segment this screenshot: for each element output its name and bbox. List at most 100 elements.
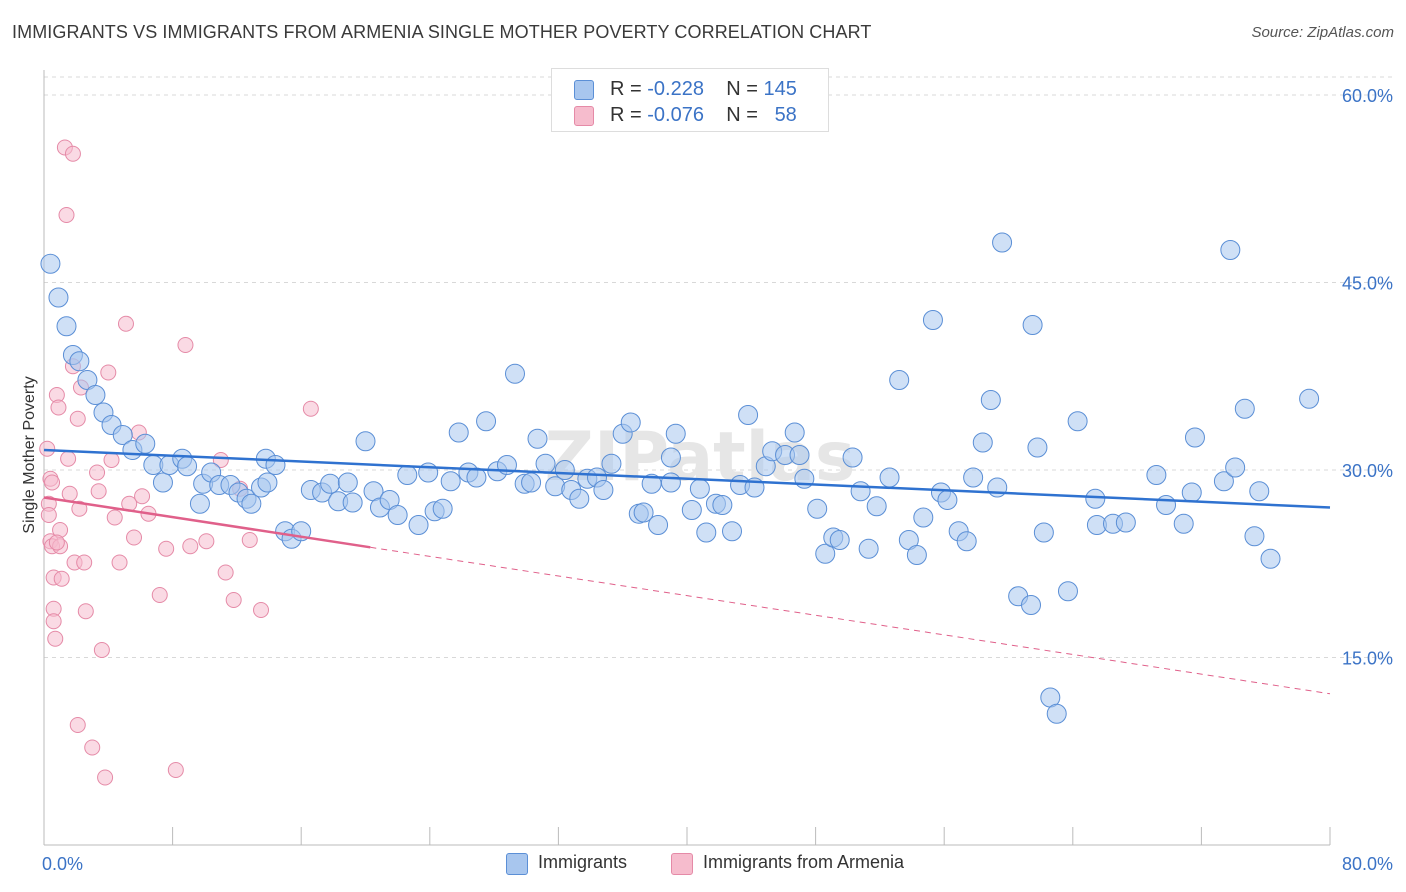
source-label: Source: ZipAtlas.com (1251, 24, 1394, 41)
armenia-point (58, 207, 75, 223)
armenia-point (182, 538, 199, 555)
armenia-point (40, 507, 57, 523)
x-tick-label: 80.0% (1342, 854, 1393, 874)
armenia-point (302, 400, 319, 417)
immigrants-point (397, 465, 418, 485)
immigrants-point (648, 515, 669, 535)
legend-label: Immigrants from Armenia (703, 852, 905, 872)
armenia-point (61, 485, 78, 502)
immigrants-point (408, 515, 429, 535)
immigrants-point (135, 433, 156, 454)
armenia-point (134, 488, 151, 505)
immigrants-point (789, 445, 810, 465)
immigrants-point (1249, 481, 1270, 502)
armenia-point (100, 364, 117, 381)
immigrants-point (879, 467, 900, 488)
legend-swatch-blue (574, 80, 594, 100)
armenia-point (84, 739, 101, 756)
armenia-point (225, 592, 242, 608)
immigrants-point (1146, 465, 1167, 485)
armenia-point (253, 602, 270, 618)
immigrants-point (807, 498, 828, 519)
immigrants-point (189, 493, 210, 514)
armenia-point (106, 509, 123, 526)
immigrants-point (815, 543, 836, 564)
armenia-point (212, 452, 229, 468)
immigrants-point (466, 467, 487, 488)
immigrants-point (906, 545, 927, 565)
immigrants-point (601, 453, 622, 474)
armenia-trend-line (43, 496, 371, 549)
immigrants-point (665, 423, 686, 444)
immigrants-point (1156, 495, 1177, 515)
armenia-point (64, 145, 81, 162)
armenia-point (69, 410, 86, 427)
chart-title: IMMIGRANTS VS IMMIGRANTS FROM ARMENIA SI… (12, 22, 872, 42)
immigrants-point (85, 385, 106, 405)
immigrants-point (738, 405, 759, 425)
immigrants-point (504, 363, 525, 384)
immigrants-point (521, 472, 542, 493)
immigrants-point (922, 310, 943, 330)
legend-r-value: -0.076 (647, 104, 704, 126)
immigrants-point (850, 481, 871, 502)
immigrants-point (858, 538, 879, 559)
armenia-point (97, 769, 114, 786)
armenia-point (48, 534, 65, 551)
immigrants-point (660, 447, 681, 468)
armenia-point (69, 717, 86, 733)
armenia-point (50, 399, 67, 416)
x-tick-label: 0.0% (42, 854, 83, 874)
y-tick-label: 60.0% (1342, 86, 1393, 106)
armenia-point (77, 603, 94, 620)
legend-r-label: R = (610, 104, 642, 126)
armenia-point (111, 554, 128, 571)
immigrants-point (1234, 398, 1255, 419)
immigrants-point (257, 472, 278, 493)
immigrants-point (152, 472, 173, 493)
immigrants-point (972, 432, 993, 453)
immigrants-point (1115, 512, 1136, 533)
immigrants-point (337, 472, 358, 493)
armenia-point (53, 570, 70, 587)
immigrants-point (784, 422, 805, 443)
legend-r-value: -0.228 (647, 78, 704, 100)
legend-n-label: N = (726, 104, 758, 126)
armenia-points (39, 139, 319, 786)
immigrants-points (40, 232, 1320, 724)
immigrants-point (1220, 240, 1241, 260)
trend-lines (43, 448, 1331, 695)
armenia-point (76, 554, 93, 571)
axes (43, 70, 1331, 846)
immigrants-point (342, 492, 363, 513)
immigrants-trend-line (43, 448, 1331, 509)
immigrants-point (633, 502, 654, 523)
armenia-point (217, 564, 234, 581)
immigrants-point (660, 472, 681, 493)
immigrants-point (889, 370, 910, 390)
immigrants-point (842, 447, 863, 468)
armenia-point (39, 440, 56, 457)
immigrants-point (48, 287, 69, 308)
immigrants-point (1225, 457, 1246, 478)
immigrants-point (1057, 581, 1078, 602)
armenia-point (158, 540, 175, 557)
armenia-point (90, 483, 107, 500)
immigrants-point (992, 232, 1013, 253)
legend-r-label: R = (610, 78, 642, 100)
armenia-point (60, 450, 77, 467)
immigrants-point (722, 521, 743, 542)
immigrants-point (1213, 471, 1234, 492)
immigrants-point (554, 460, 575, 480)
immigrants-point (1181, 482, 1202, 503)
immigrants-point (1299, 388, 1320, 409)
immigrants-point (1067, 411, 1088, 432)
immigrants-point (69, 351, 90, 372)
immigrants-point (1022, 315, 1043, 335)
immigrants-point (112, 425, 133, 445)
immigrants-point (829, 530, 850, 550)
y-tick-label: 30.0% (1342, 461, 1393, 481)
immigrants-point (1046, 703, 1067, 724)
immigrants-point (963, 467, 984, 488)
armenia-point (44, 474, 61, 491)
